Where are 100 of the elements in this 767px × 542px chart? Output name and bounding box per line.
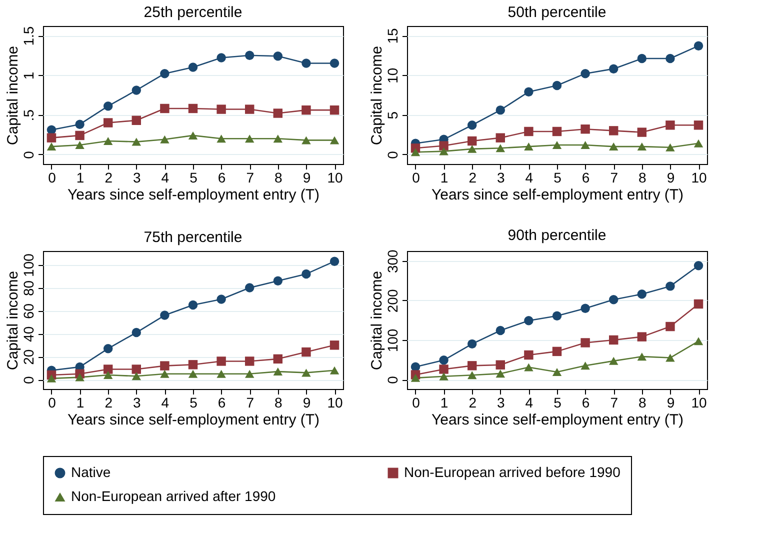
point — [103, 118, 113, 128]
point — [637, 128, 647, 137]
point — [524, 142, 534, 151]
point — [552, 126, 562, 136]
point — [330, 58, 340, 68]
y-tick-label: 1 — [20, 72, 36, 80]
x-tick-label: 5 — [554, 170, 562, 186]
chart-title: 75th percentile — [144, 229, 242, 246]
point — [302, 136, 311, 144]
point — [330, 136, 340, 144]
x-axis-title: Years since self-employment entry (T) — [67, 186, 320, 204]
point — [524, 363, 534, 372]
x-axis-title: Years since self-employment entry (T) — [67, 412, 320, 428]
point — [273, 276, 283, 286]
x-tick-label: 9 — [302, 394, 311, 410]
x-tick-label: 5 — [190, 170, 198, 186]
point — [132, 364, 142, 374]
y-tick-label: 5 — [384, 111, 400, 120]
point — [273, 52, 283, 61]
point — [160, 104, 170, 114]
point — [244, 356, 254, 366]
x-tick-label: 0 — [48, 394, 56, 410]
y-tick-label: 15 — [384, 28, 400, 44]
point — [580, 124, 590, 134]
chart-title: 25th percentile — [144, 4, 242, 21]
x-tick-label: 6 — [582, 394, 590, 410]
point — [103, 137, 113, 145]
point — [132, 372, 142, 380]
point — [330, 105, 340, 115]
y-tick-label: 0 — [20, 376, 36, 384]
point — [103, 102, 113, 111]
point — [694, 120, 704, 130]
x-tick-label: 10 — [327, 170, 344, 186]
point — [666, 322, 675, 332]
x-tick-label: 3 — [133, 394, 141, 410]
point — [188, 360, 198, 370]
point — [524, 87, 534, 96]
x-tick-label: 5 — [554, 394, 562, 410]
point — [580, 362, 590, 370]
x-tick-label: 8 — [638, 170, 647, 186]
x-tick-label: 7 — [246, 394, 254, 410]
point — [273, 368, 283, 376]
x-tick-label: 4 — [525, 170, 534, 186]
x-tick-label: 7 — [246, 170, 254, 186]
point — [496, 144, 506, 152]
point — [608, 64, 618, 74]
y-tick-label: 200 — [384, 289, 400, 313]
point — [273, 354, 283, 364]
x-tick-label: 10 — [691, 394, 708, 410]
point — [496, 133, 506, 142]
point — [188, 104, 198, 114]
x-tick-label: 9 — [666, 394, 675, 410]
y-tick-label: .5 — [20, 109, 36, 122]
point — [132, 328, 142, 338]
y-tick-label: 1.5 — [20, 26, 36, 46]
point — [608, 335, 618, 345]
y-axis-title: Capital income — [368, 270, 386, 370]
x-tick-label: 10 — [327, 394, 344, 410]
point — [637, 290, 647, 299]
x-tick-label: 1 — [76, 394, 84, 410]
point — [580, 304, 590, 313]
point — [608, 295, 618, 304]
point — [216, 134, 226, 143]
x-axis-title: Years since self-employment entry (T) — [431, 412, 684, 428]
point — [188, 300, 198, 310]
point — [524, 126, 534, 136]
point — [216, 370, 226, 378]
point — [552, 346, 562, 356]
x-tick-label: 2 — [104, 170, 113, 186]
point — [666, 54, 675, 64]
point — [694, 299, 704, 309]
x-tick-label: 8 — [274, 170, 283, 186]
x-tick-label: 2 — [104, 394, 113, 410]
point — [330, 256, 340, 266]
x-tick-label: 4 — [161, 394, 170, 410]
chart-title: 90th percentile — [508, 227, 606, 244]
point — [160, 361, 170, 370]
x-tick-label: 2 — [468, 170, 477, 186]
y-axis-title: Capital income — [368, 46, 386, 146]
y-tick-label: 10 — [384, 68, 400, 84]
point — [694, 41, 704, 50]
x-tick-label: 3 — [133, 170, 141, 186]
legend-label: Non-European arrived after 1990 — [71, 488, 276, 504]
point — [467, 371, 477, 380]
point — [637, 332, 647, 342]
x-tick-label: 6 — [582, 170, 590, 186]
point — [216, 356, 226, 366]
x-tick-label: 1 — [440, 170, 448, 186]
x-tick-label: 10 — [691, 170, 708, 186]
point — [637, 54, 647, 64]
point — [75, 120, 84, 129]
point — [244, 134, 254, 143]
point — [580, 338, 590, 348]
point — [524, 350, 534, 360]
point — [160, 310, 170, 320]
x-tick-label: 6 — [218, 394, 226, 410]
point — [439, 372, 448, 380]
point — [46, 142, 56, 151]
point — [666, 143, 675, 152]
point — [188, 131, 198, 140]
